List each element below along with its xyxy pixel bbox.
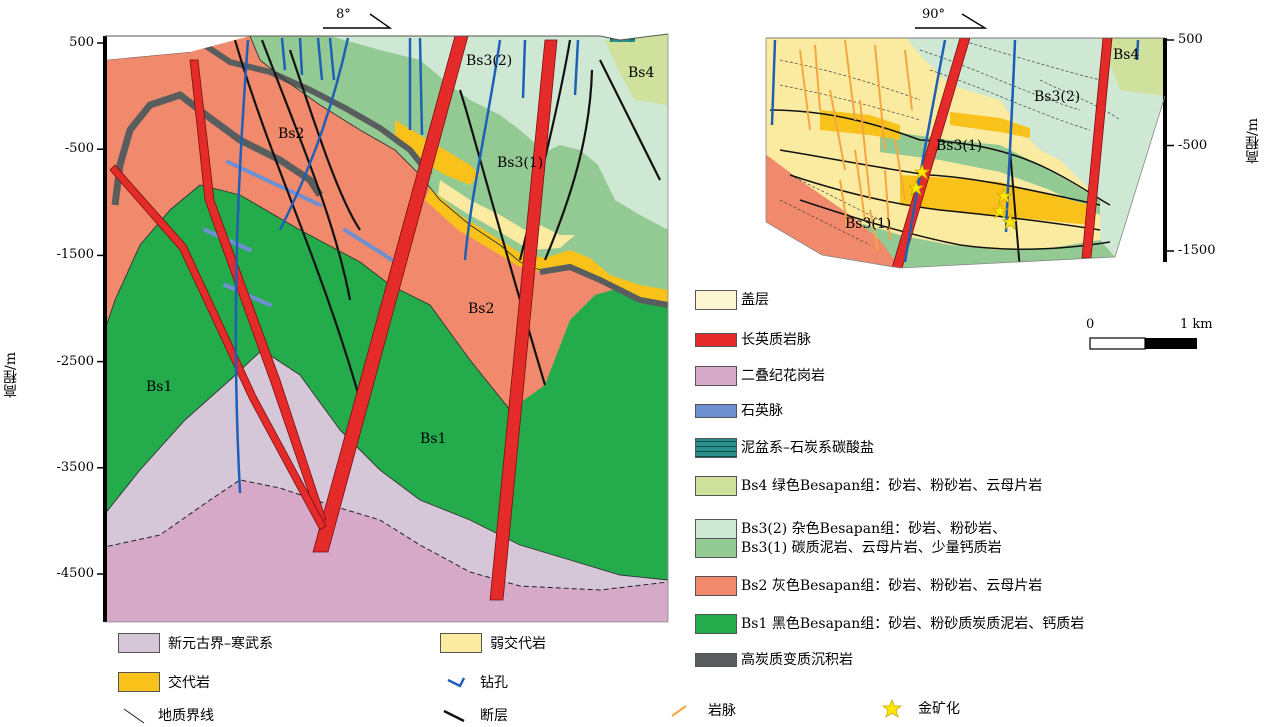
unit-label-bs1-left: Bs1 (146, 379, 173, 395)
legend-swatch-weak (440, 633, 482, 653)
legend-label-cover: 盖层 (741, 292, 769, 308)
legend-swatch-cover (695, 290, 737, 310)
legend-symbol-drill (447, 677, 466, 688)
legend-label-carbonate: 泥盆系–石炭系碳酸盐 (741, 440, 874, 456)
scale-bar-start: 0 (1086, 317, 1095, 332)
legend-label-carbon: 高炭质变质沉积岩 (741, 652, 853, 668)
scale-bar (1089, 337, 1197, 350)
left-tick-label: 500 (69, 35, 94, 50)
legend-label-bs1: Bs1 黑色Besapan组：砂岩、粉砂质炭质泥岩、钙质岩 (741, 616, 1085, 632)
legend-swatch-felsic (695, 333, 737, 347)
left-tick-label: -1500 (56, 247, 94, 263)
legend-label-bs2: Bs2 灰色Besapan组：砂岩、粉砂岩、云母片岩 (741, 578, 1043, 594)
right-tick-label: 500 (1178, 32, 1203, 47)
unit-label-bs2-lower: Bs2 (468, 301, 495, 317)
legend-symbol-dyke (671, 705, 687, 717)
legend-swatch-bs4 (695, 476, 737, 496)
legend-swatch-carbonate (695, 438, 737, 458)
right-tick-label: -1500 (1178, 243, 1216, 258)
scale-bar-end: 1 km (1180, 317, 1213, 332)
left-tick-label: -4500 (56, 566, 94, 581)
legend-swatch-bs1 (695, 614, 737, 634)
legend-swatch-carbon (695, 653, 737, 667)
legend-swatch-bs32 (695, 519, 737, 539)
legend-swatch-bs2 (695, 576, 737, 596)
legend-swatch-bs31 (695, 538, 737, 558)
left-tick-label: -2500 (56, 353, 94, 369)
left-strike-label: 8° (336, 7, 351, 22)
unit-label-bs2-upper: Bs2 (278, 126, 305, 142)
legend-label-bs4: Bs4 绿色Besapan组：砂岩、粉砂岩、云母片岩 (741, 478, 1043, 494)
legend-label-granite: 二叠纪花岗岩 (741, 368, 825, 384)
right-y-axis-title: 高程/m (1245, 118, 1261, 164)
left-strike-indicator (323, 13, 393, 29)
legend-label-meta: 交代岩 (168, 675, 210, 691)
legend-label-bs31: Bs3(1) 碳质泥岩、云母片岩、少量钙质岩 (741, 540, 1002, 556)
left-tick-label: -500 (64, 141, 94, 157)
right-unit-label-bs3-1-lower: Bs3(1) (845, 216, 892, 232)
right-strike-label: 90° (922, 7, 946, 22)
legend-symbol-fault (443, 709, 465, 723)
left-drill-holes (234, 37, 580, 494)
right-y-axis-ticks (1165, 39, 1174, 252)
unit-label-bs4: Bs4 (628, 65, 655, 81)
legend-label-quartz: 石英脉 (741, 403, 783, 419)
legend-label-fault: 断层 (480, 708, 508, 724)
left-y-axis-ticks (97, 42, 105, 575)
right-strike-indicator (915, 13, 988, 29)
legend-label-bs32: Bs3(2) 杂色Besapan组：砂岩、粉砂岩、 (741, 521, 1007, 537)
unit-label-bs3-2: Bs3(2) (466, 53, 513, 69)
unit-label-bs1-right: Bs1 (420, 431, 447, 447)
legend-label-drill: 钻孔 (480, 675, 508, 691)
legend-swatch-meta (118, 672, 160, 692)
unit-label-bs3-1: Bs3(1) (497, 155, 544, 171)
legend-label-gold: 金矿化 (918, 701, 960, 717)
left-cross-section (105, 34, 668, 622)
legend-symbol-boundary (123, 708, 145, 724)
legend-label-dyke: 岩脉 (708, 703, 736, 719)
legend-label-boundary: 地质界线 (158, 708, 214, 724)
right-tick-label: -500 (1178, 137, 1208, 153)
legend-swatch-quartz (695, 404, 737, 418)
legend-swatch-neo (118, 633, 160, 653)
right-cross-section (766, 38, 1165, 268)
right-unit-label-bs3-2: Bs3(2) (1034, 89, 1081, 105)
legend-label-neo: 新元古界–寒武系 (168, 636, 273, 652)
right-unit-label-bs3-1-upper: Bs3(1) (936, 138, 983, 154)
left-y-axis-title: 高程/m (3, 352, 19, 398)
left-tick-label: -3500 (56, 459, 94, 475)
legend-symbol-gold (881, 698, 903, 718)
legend-swatch-granite (695, 366, 737, 386)
legend-label-weak: 弱交代岩 (490, 636, 546, 652)
legend-label-felsic: 长英质岩脉 (741, 332, 811, 348)
right-unit-label-bs4: Bs4 (1113, 47, 1140, 63)
